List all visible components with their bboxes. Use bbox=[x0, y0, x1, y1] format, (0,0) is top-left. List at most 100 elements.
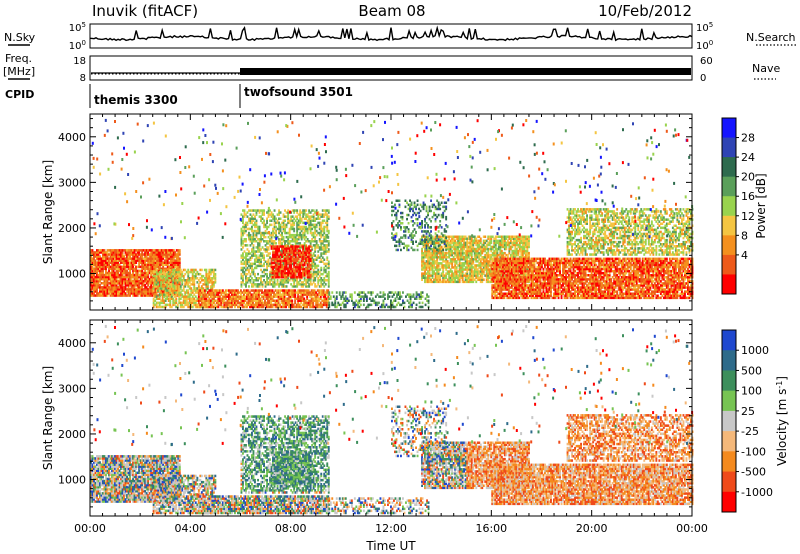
power-cell bbox=[266, 273, 268, 276]
power-cell bbox=[336, 295, 338, 298]
power-cell bbox=[336, 291, 338, 294]
power-cell bbox=[293, 228, 295, 231]
power-cell bbox=[280, 218, 282, 221]
power-cell bbox=[370, 304, 372, 307]
power-heatmap-cells bbox=[90, 119, 693, 308]
power-cell bbox=[328, 248, 330, 251]
power-cell bbox=[283, 236, 285, 239]
power-cell bbox=[179, 257, 181, 260]
power-cell bbox=[328, 215, 330, 218]
power-cell bbox=[422, 306, 424, 309]
power-cell bbox=[310, 249, 312, 252]
power-cell bbox=[366, 295, 368, 298]
noise-left-tick-high: 105 bbox=[69, 21, 86, 34]
power-cell bbox=[277, 279, 279, 282]
freq-right-tick-high: 60 bbox=[700, 56, 713, 67]
power-cell bbox=[248, 285, 250, 288]
power-cell bbox=[257, 273, 259, 276]
power-cell bbox=[384, 298, 386, 301]
power-cell bbox=[263, 220, 265, 223]
cpid-mode-twofsound: twofsound 3501 bbox=[244, 85, 353, 99]
power-cell bbox=[326, 256, 328, 259]
power-cell bbox=[296, 209, 298, 212]
power-cell bbox=[286, 285, 288, 288]
power-cell bbox=[380, 291, 382, 294]
power-cell bbox=[363, 304, 365, 307]
noise-sky-line bbox=[90, 28, 692, 41]
power-cell bbox=[422, 302, 424, 305]
power-cell bbox=[160, 269, 162, 272]
power-cell bbox=[256, 220, 258, 223]
power-cell bbox=[214, 269, 216, 272]
power-cell bbox=[245, 238, 247, 241]
power-cell bbox=[320, 267, 322, 270]
nsky-label: N.Sky bbox=[4, 31, 36, 44]
nsearch-label: N.Search bbox=[746, 31, 796, 44]
power-cell bbox=[354, 291, 356, 294]
power-cell bbox=[372, 291, 374, 294]
power-cell bbox=[404, 302, 406, 305]
power-cell bbox=[310, 245, 312, 248]
power-cell bbox=[317, 265, 319, 268]
power-cell bbox=[328, 302, 330, 305]
power-cell bbox=[310, 264, 312, 267]
power-cell bbox=[263, 209, 265, 212]
cpid-panel: themis 3300 twofsound 3501 bbox=[90, 84, 353, 108]
power-cell bbox=[389, 295, 391, 298]
beam-title: Beam 08 bbox=[358, 2, 425, 20]
power-cell bbox=[328, 261, 330, 264]
power-cell bbox=[156, 269, 158, 272]
cpid-mode-themis: themis 3300 bbox=[94, 93, 178, 107]
power-cell bbox=[413, 302, 415, 305]
power-cell bbox=[360, 304, 362, 307]
power-cell bbox=[328, 271, 330, 274]
power-cell bbox=[339, 291, 341, 294]
freq-label-1: Freq. bbox=[5, 52, 32, 65]
radar-summary-plot: Inuvik (fitACF) Beam 08 10/Feb/2012 N.Sk… bbox=[0, 0, 800, 554]
freq-left-tick-low: 8 bbox=[80, 73, 86, 84]
noise-right-tick-low: 100 bbox=[696, 39, 713, 52]
power-cell bbox=[416, 304, 418, 307]
power-cell bbox=[302, 245, 304, 248]
cpid-label: CPID bbox=[5, 88, 34, 101]
power-cell bbox=[422, 295, 424, 298]
power-cell bbox=[254, 273, 256, 276]
power-cell bbox=[274, 209, 276, 212]
power-cell bbox=[428, 295, 430, 298]
power-cell bbox=[280, 211, 282, 214]
power-cell bbox=[247, 244, 249, 247]
date-title: 10/Feb/2012 bbox=[598, 2, 692, 20]
power-cell bbox=[205, 269, 207, 272]
power-cell bbox=[265, 236, 267, 239]
power-cell bbox=[351, 293, 353, 296]
power-cell bbox=[316, 240, 318, 243]
power-cell bbox=[291, 300, 293, 303]
power-cell bbox=[402, 291, 404, 294]
power-cell bbox=[328, 240, 330, 243]
power-cell bbox=[330, 295, 332, 298]
freq-right-tick-low: 0 bbox=[700, 73, 706, 84]
power-cell bbox=[419, 302, 421, 305]
power-cell bbox=[259, 226, 261, 229]
power-cell bbox=[275, 242, 277, 245]
power-cell bbox=[298, 245, 300, 248]
power-cell bbox=[323, 259, 325, 262]
power-cell bbox=[204, 289, 206, 292]
power-cell bbox=[413, 293, 415, 296]
frequency-panel: 18 8 60 0 bbox=[73, 56, 712, 84]
power-cell bbox=[271, 224, 273, 227]
nave-label: Nave bbox=[752, 62, 780, 75]
power-cell bbox=[325, 283, 327, 286]
power-cell bbox=[428, 300, 430, 303]
power-cell bbox=[348, 300, 350, 303]
power-cell bbox=[284, 220, 286, 223]
power-cell bbox=[263, 254, 265, 257]
power-cell bbox=[328, 209, 330, 212]
power-cell bbox=[179, 249, 181, 252]
power-cell bbox=[310, 274, 312, 277]
power-cell bbox=[422, 291, 424, 294]
power-cell bbox=[253, 244, 255, 247]
power-cell bbox=[328, 291, 330, 294]
power-cell bbox=[269, 252, 271, 255]
